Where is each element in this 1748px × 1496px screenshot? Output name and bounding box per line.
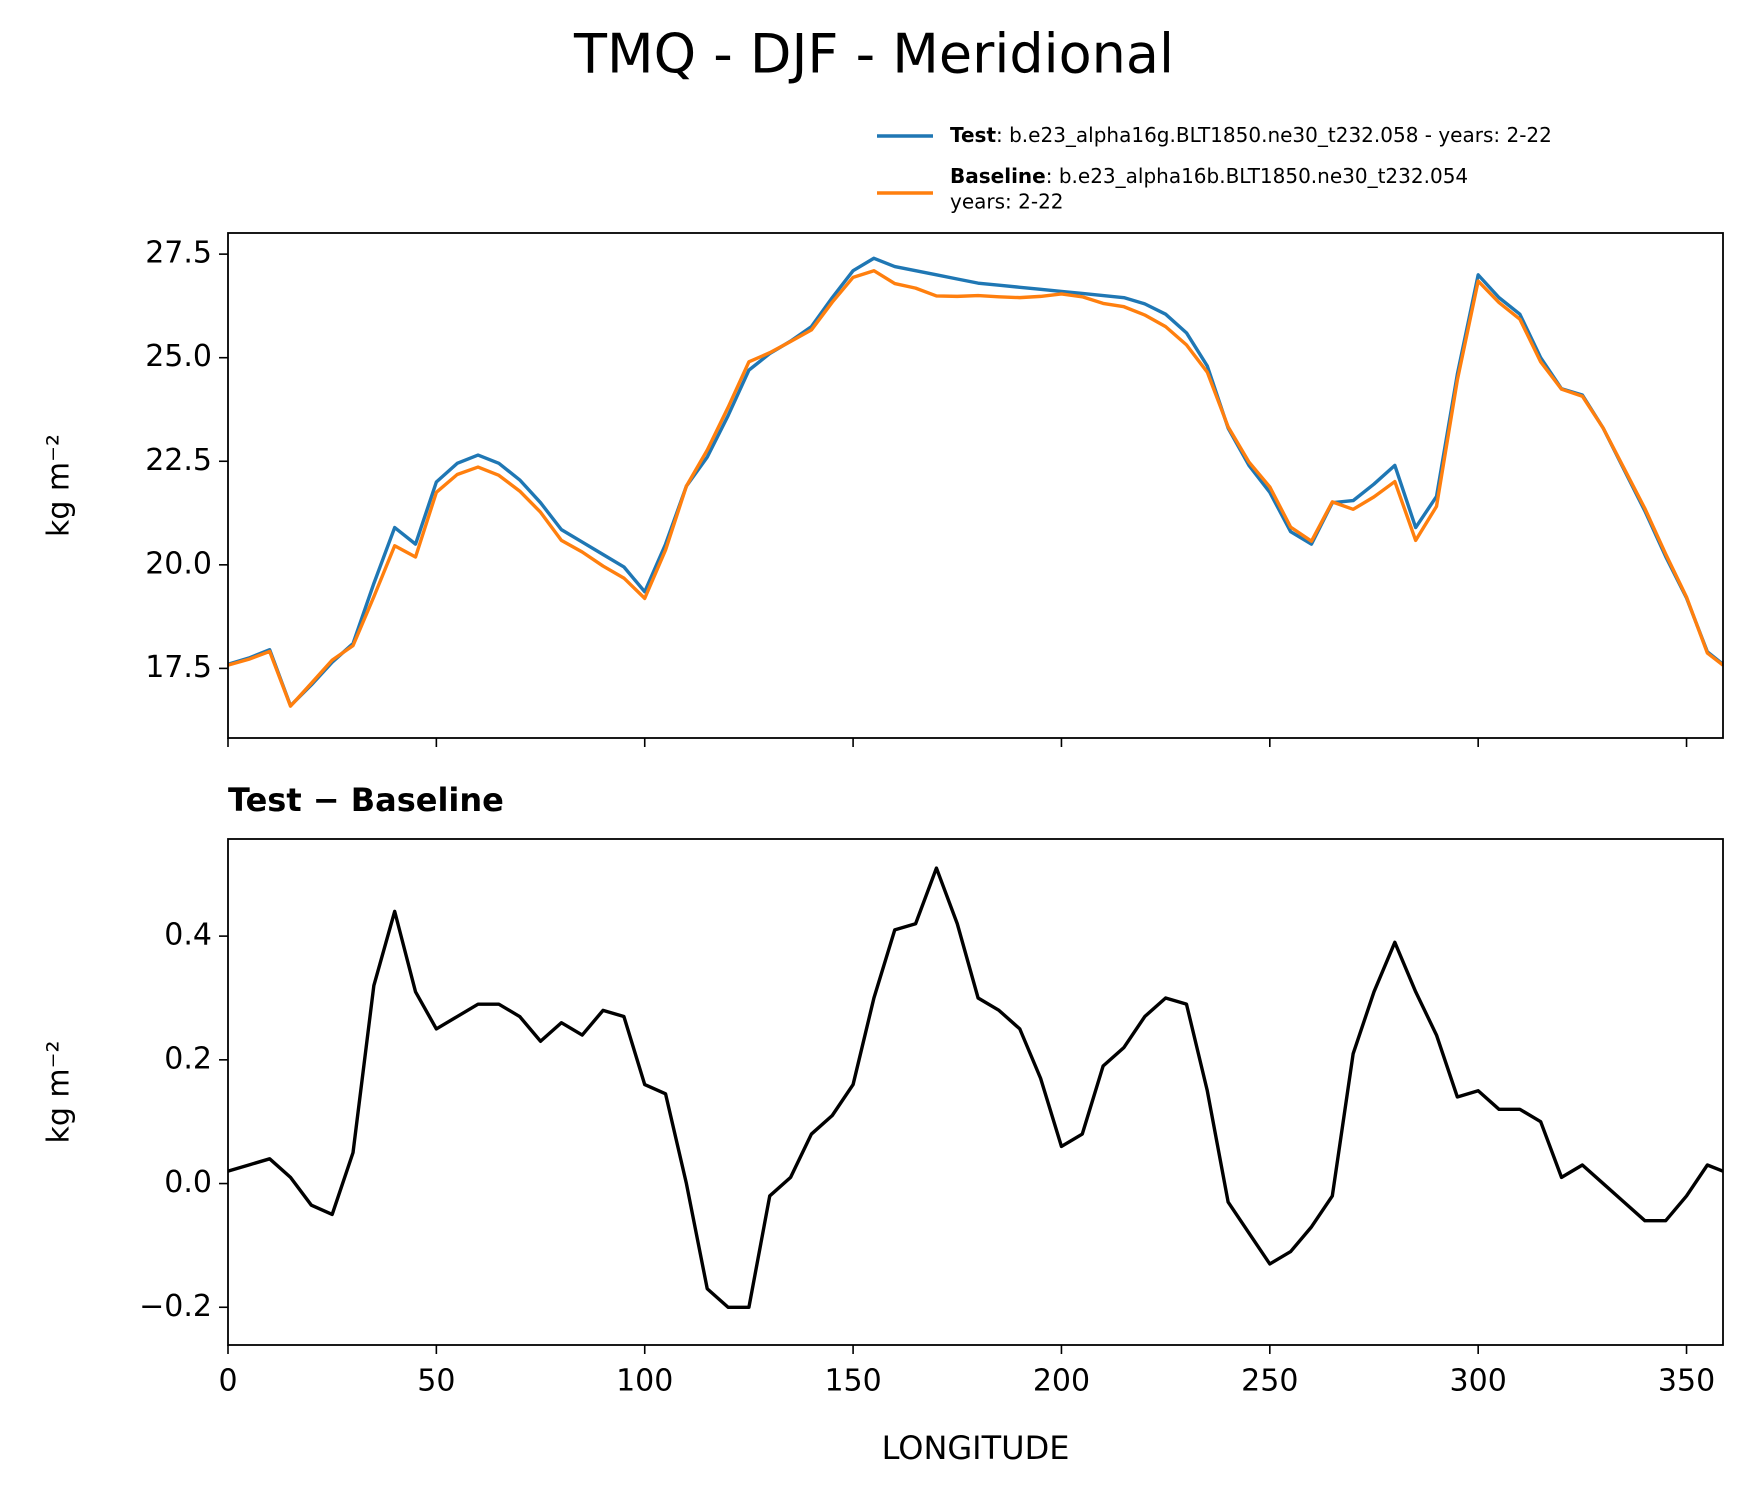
legend-name: Test <box>950 123 996 147</box>
y-tick-label: 25.0 <box>145 339 212 374</box>
y-tick-label: 20.0 <box>145 546 212 581</box>
y-tick-label: 17.5 <box>145 650 212 685</box>
figure-title: TMQ - DJF - Meridional <box>573 23 1174 86</box>
x-tick-label: 350 <box>1658 1364 1715 1399</box>
legend-description: : b.e23_alpha16b.BLT1850.ne30_t232.054 <box>1046 164 1468 188</box>
y-tick-label: 0.0 <box>164 1165 212 1200</box>
legend-label: Baseline: b.e23_alpha16b.BLT1850.ne30_t2… <box>950 164 1468 188</box>
axes-frame <box>227 838 1724 1346</box>
x-tick-label: 0 <box>218 1364 237 1399</box>
legend-description: : b.e23_alpha16g.BLT1850.ne30_t232.058 -… <box>996 123 1552 147</box>
legend-label-line: years: 2-22 <box>950 190 1064 214</box>
x-tick-label: 100 <box>616 1364 673 1399</box>
x-tick-label: 300 <box>1450 1364 1507 1399</box>
y-tick-label: 22.5 <box>145 443 212 478</box>
x-tick-label: 250 <box>1241 1364 1298 1399</box>
x-axis-label: LONGITUDE <box>882 1429 1070 1467</box>
x-tick-label: 50 <box>417 1364 455 1399</box>
axes-frame <box>227 232 1724 739</box>
legend-name: Baseline <box>950 164 1046 188</box>
y-tick-label: −0.2 <box>139 1289 212 1324</box>
axes-title: Test − Baseline <box>228 781 504 819</box>
legend-label: Test: b.e23_alpha16g.BLT1850.ne30_t232.0… <box>950 123 1552 147</box>
y-axis-label: kg m⁻² <box>42 1040 77 1143</box>
y-tick-label: 0.4 <box>164 918 212 953</box>
data-line <box>228 269 1723 708</box>
data-line <box>228 866 1723 1309</box>
y-tick-label: 0.2 <box>164 1041 212 1076</box>
x-tick-label: 150 <box>824 1364 881 1399</box>
data-line <box>228 256 1723 708</box>
x-tick-label: 200 <box>1033 1364 1090 1399</box>
y-tick-label: 27.5 <box>145 236 212 271</box>
y-axis-label: kg m⁻² <box>42 434 77 537</box>
